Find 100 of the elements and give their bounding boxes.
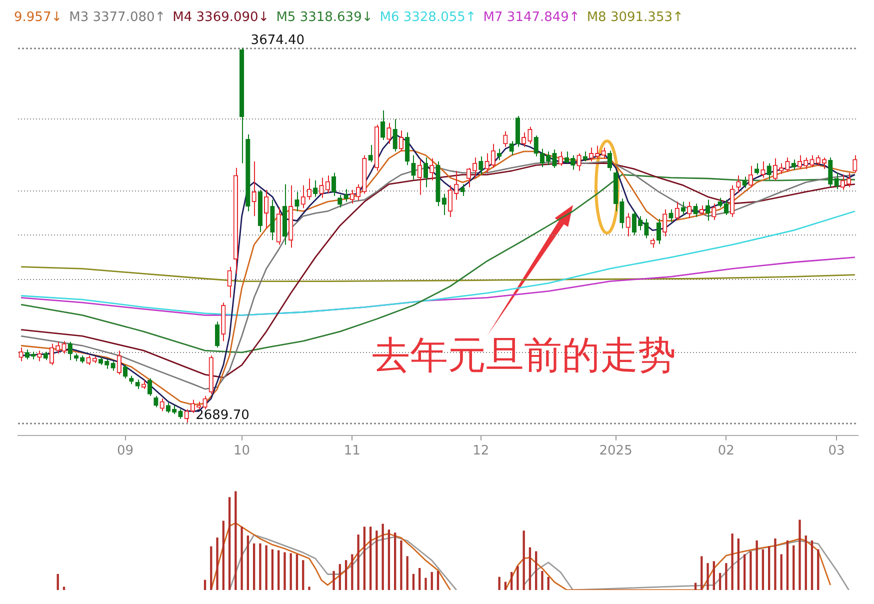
- x-tick-label: 03: [828, 444, 845, 459]
- candlestick: [503, 130, 508, 148]
- bar: [535, 551, 538, 590]
- bar: [712, 561, 715, 590]
- candlestick: [834, 172, 839, 190]
- candlestick: [184, 408, 189, 424]
- candlestick: [620, 198, 624, 229]
- candlestick: [178, 408, 183, 420]
- bar: [436, 570, 440, 590]
- candlestick: [712, 203, 716, 220]
- candlestick: [18, 347, 24, 362]
- candlestick: [227, 266, 232, 298]
- candlestick: [398, 130, 404, 152]
- candlestick: [110, 360, 116, 372]
- candlestick: [368, 144, 373, 163]
- candlestick: [276, 206, 281, 246]
- bar: [756, 540, 758, 590]
- bar: [768, 546, 770, 590]
- candlestick: [582, 150, 588, 162]
- candlestick: [288, 184, 294, 248]
- bar: [369, 526, 372, 590]
- bar: [762, 549, 764, 590]
- candlestick: [166, 402, 171, 414]
- bar: [338, 564, 341, 590]
- bar: [528, 547, 532, 590]
- candlestick: [135, 379, 140, 390]
- bar: [510, 572, 513, 590]
- candlestick: [104, 358, 110, 370]
- bar: [290, 553, 292, 590]
- bar: [694, 582, 697, 590]
- candlestick: [748, 165, 754, 188]
- candlestick: [448, 184, 453, 218]
- bar: [541, 570, 544, 590]
- candlestick: [534, 134, 538, 157]
- candlestick: [687, 201, 692, 219]
- candlestick: [270, 199, 275, 241]
- candlestick: [411, 154, 416, 180]
- candlestick: [160, 398, 164, 412]
- candlestick: [423, 157, 428, 188]
- candlestick: [478, 156, 484, 176]
- candlestick: [442, 193, 446, 216]
- candlestick: [785, 157, 790, 172]
- candlestick: [62, 340, 66, 354]
- text: M6 3328.055↑: [380, 10, 476, 25]
- candlestick: [405, 132, 410, 166]
- candlestick: [264, 189, 269, 229]
- bar: [388, 530, 390, 590]
- candlestick: [472, 157, 478, 178]
- bar: [284, 552, 286, 590]
- candlestick: [190, 399, 196, 414]
- candlestick: [522, 132, 526, 148]
- candlestick: [37, 350, 42, 362]
- x-tick-label: 12: [472, 444, 490, 459]
- text: 9.957↓: [14, 10, 62, 25]
- bar: [394, 532, 396, 590]
- bar: [737, 538, 740, 590]
- bar: [430, 572, 433, 590]
- bar: [216, 537, 218, 590]
- bar: [798, 520, 801, 590]
- candlestick: [86, 355, 91, 366]
- x-tick-label: 02: [718, 444, 734, 459]
- text: M5 3318.639↓: [276, 10, 373, 25]
- candlestick: [246, 134, 250, 212]
- candlestick: [570, 154, 576, 170]
- candlestick: [772, 158, 778, 181]
- bar: [228, 497, 231, 590]
- candlestick: [644, 218, 649, 239]
- candlestick: [294, 191, 300, 212]
- bar: [424, 578, 427, 590]
- candlestick: [650, 238, 655, 248]
- candlestick: [766, 162, 772, 180]
- candlestick: [116, 350, 122, 376]
- bar: [265, 545, 268, 590]
- candlestick: [417, 158, 422, 196]
- bar: [700, 556, 703, 590]
- bar: [332, 570, 335, 590]
- bar: [210, 546, 212, 590]
- bar: [792, 545, 795, 590]
- candlestick: [313, 180, 318, 198]
- candlestick: [319, 177, 324, 198]
- candlestick: [233, 167, 238, 274]
- candlestick: [828, 157, 833, 188]
- bar: [731, 534, 734, 590]
- candlestick: [705, 199, 710, 222]
- candlestick: [252, 160, 256, 217]
- candlestick: [460, 184, 465, 197]
- candlestick: [699, 205, 704, 216]
- candlestick: [607, 150, 612, 172]
- bar: [774, 538, 776, 590]
- candlestick: [374, 124, 380, 172]
- bar: [62, 586, 66, 590]
- candlestick: [718, 197, 722, 208]
- candlestick: [74, 353, 79, 362]
- candlestick: [754, 162, 760, 176]
- candlestick: [300, 184, 306, 209]
- bar: [780, 554, 782, 590]
- candlestick: [214, 321, 220, 348]
- candlestick: [816, 154, 820, 166]
- candlestick: [466, 167, 471, 188]
- text: M4 3369.090↓: [172, 10, 270, 25]
